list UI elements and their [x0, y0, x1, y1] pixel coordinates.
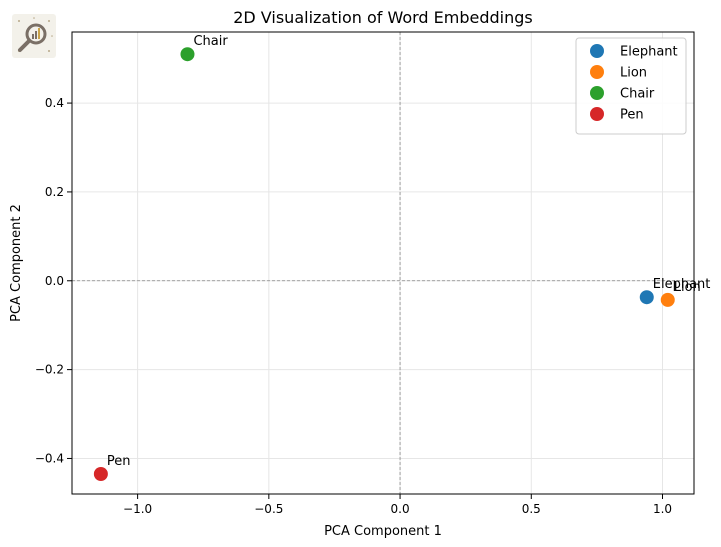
x-tick-label: −0.5 [254, 502, 283, 516]
logo [12, 14, 56, 58]
y-axis-label: PCA Component 2 [9, 204, 24, 322]
point-label-elephant: Elephant [653, 277, 711, 292]
y-tick-label: 0.4 [45, 96, 64, 110]
x-tick-label: 1.0 [653, 502, 672, 516]
axis-ticks: −1.0 −0.5 0.0 0.5 1.0 −0.4 −0.2 0.0 0.2 0.4 [35, 96, 672, 516]
plot-area [71, 31, 695, 495]
chart-title: 2D Visualization of Word Embeddings [233, 8, 533, 27]
y-tick-label: −0.4 [35, 451, 64, 465]
reference-lines [72, 32, 694, 494]
y-tick-label: 0.0 [45, 274, 64, 288]
legend-marker-lion [590, 65, 604, 79]
x-tick-label: 0.5 [522, 502, 541, 516]
legend-marker-elephant [590, 44, 604, 58]
point-label-chair: Chair [193, 34, 228, 49]
y-tick-label: 0.2 [45, 185, 64, 199]
point-label-lion: Lion [674, 280, 701, 295]
legend: Elephant Lion Chair Pen [575, 37, 687, 135]
point-lion [660, 292, 675, 307]
x-tick-label: −1.0 [123, 502, 152, 516]
point-pen [93, 467, 108, 482]
magnifier-chart-logo-icon [18, 17, 53, 52]
legend-marker-pen [590, 107, 604, 121]
data-points [93, 47, 675, 482]
y-tick-label: −0.2 [35, 363, 64, 377]
legend-marker-chair [590, 86, 604, 100]
x-axis-label: PCA Component 1 [324, 524, 442, 539]
legend-label-chair: Chair [620, 87, 655, 102]
point-label-pen: Pen [107, 454, 131, 469]
legend-label-pen: Pen [620, 108, 644, 123]
legend-label-lion: Lion [620, 66, 647, 81]
point-chair [180, 47, 195, 62]
point-elephant [639, 290, 654, 305]
x-tick-label: 0.0 [391, 502, 410, 516]
legend-label-elephant: Elephant [620, 45, 678, 60]
legend-box [575, 37, 687, 135]
